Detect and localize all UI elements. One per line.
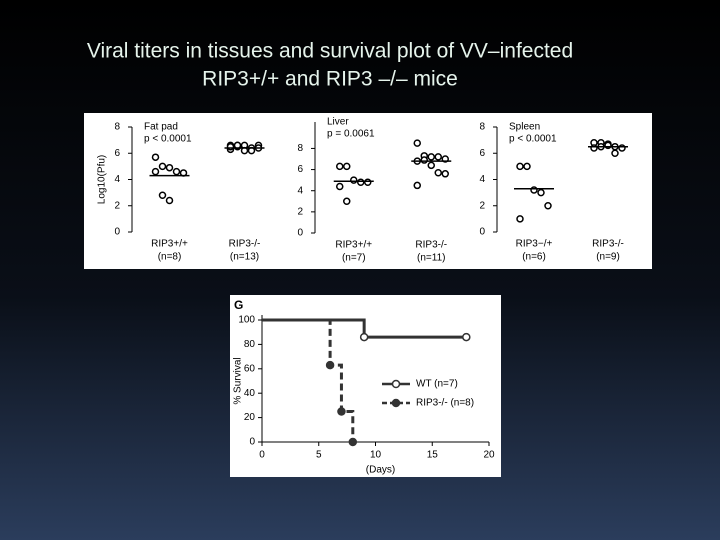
event-marker [462,332,471,342]
data-point [151,167,160,176]
data-point [158,162,167,171]
legend-marker [391,379,401,389]
event-marker [325,360,335,370]
x-tick-label: 0 [259,450,265,461]
data-point [413,139,421,147]
panel-title: Spleen [509,122,540,133]
x-tick-label: RIP3+/+ [335,240,372,251]
y-tick-label: 2 [297,206,303,217]
y-tick-label: 0 [479,227,485,238]
data-point [336,182,344,191]
y-tick-label: 8 [479,122,485,133]
x-tick-label: (n=9) [596,252,620,263]
data-point [523,162,531,171]
y-tick-label: 6 [479,148,485,159]
y-tick-label: 6 [297,164,303,175]
event-marker [348,437,358,447]
p-value: p = 0.0061 [327,129,375,140]
y-tick-label: 40 [244,388,256,399]
data-point [350,176,358,184]
x-tick-label: RIP3-/- [592,239,624,250]
y-tick-label: 100 [238,315,255,326]
legend-label: RIP3-/- (n=8) [416,398,474,409]
x-tick-label: 20 [483,450,495,461]
survival-line [262,318,355,442]
x-tick-label: RIP3-/- [415,240,447,251]
data-point [516,162,524,171]
y-tick-label: 0 [114,227,120,238]
x-tick-label: 10 [370,450,382,461]
x-tick-label: RIP3−/+ [516,239,553,250]
y-tick-label: 20 [244,412,256,423]
data-point [604,141,612,150]
y-tick-label: 4 [479,174,485,185]
event-marker [359,332,369,342]
x-tick-label: RIP3-/- [229,239,261,250]
data-point [165,196,174,205]
x-tick-label: (n=11) [417,253,445,264]
data-point [434,168,442,177]
x-tick-label: (n=7) [342,253,366,264]
panel-title: Fat pad [144,122,178,133]
y-tick-label: 2 [114,200,120,211]
x-axis-label: (Days) [366,465,395,476]
data-point [336,162,344,171]
data-point [343,197,351,206]
y-tick-label: 60 [244,363,256,374]
y-tick-label: 6 [114,148,120,159]
x-tick-label: RIP3+/+ [151,239,188,250]
x-tick-label: (n=8) [158,252,182,263]
y-tick-label: 80 [244,339,256,350]
data-point [441,170,449,178]
data-point [590,144,598,152]
y-tick-label: 0 [297,228,303,239]
data-point [343,162,351,171]
data-point [420,156,428,164]
y-axis-label: Log10(Pfu) [97,155,108,204]
data-point [151,153,160,161]
data-point [516,215,524,223]
data-point [357,178,365,187]
y-tick-label: 0 [249,437,255,448]
x-tick-label: (n=13) [230,252,259,263]
slide-title: RIP3+/+ and RIP3 –/– mice [202,68,458,91]
legend-label: WT (n=7) [416,379,458,390]
y-tick-label: 4 [114,174,120,185]
data-point [434,153,442,161]
y-tick-label: 8 [297,143,303,154]
x-tick-label: 15 [427,450,439,461]
data-point [537,188,545,197]
data-point [618,144,626,152]
data-point [165,163,174,172]
event-marker [337,407,346,416]
data-point [530,186,538,194]
panel [84,113,652,269]
y-tick-label: 8 [114,122,120,133]
data-point [158,191,167,199]
survival-line [262,318,467,339]
data-point [544,202,552,210]
data-point [226,142,235,151]
data-point [427,153,435,161]
data-point [413,181,421,190]
y-tick-label: 4 [297,185,303,196]
p-value: p < 0.0001 [509,134,557,145]
legend-marker [391,398,401,408]
slide-title: Viral titers in tissues and survival plo… [87,40,573,63]
x-tick-label: 5 [316,450,322,461]
x-tick-label: (n=6) [522,252,546,263]
panel-label: G [234,298,243,312]
data-point [172,167,181,176]
p-value: p < 0.0001 [144,134,192,145]
panel-title: Liver [327,117,349,128]
y-tick-label: 2 [479,200,485,211]
data-point [364,178,372,187]
y-axis-label: % Survival [233,357,244,404]
data-point [611,149,619,157]
data-point [427,161,435,170]
